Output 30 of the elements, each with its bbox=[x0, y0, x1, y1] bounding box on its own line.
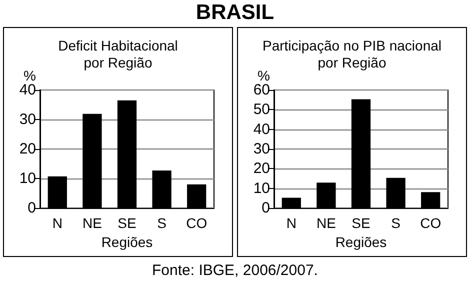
y-tick-label: 0 bbox=[262, 200, 270, 216]
x-axis-title: Regiões bbox=[101, 234, 153, 250]
y-axis-title: % bbox=[24, 68, 36, 84]
x-tick-label: SE bbox=[118, 215, 136, 231]
y-tick-label: 0 bbox=[28, 200, 36, 216]
y-tick-label: 20 bbox=[19, 140, 36, 158]
text: BRASIL bbox=[194, 0, 276, 26]
x-tick-label: S bbox=[391, 215, 400, 231]
x-tick-label: CO bbox=[186, 215, 208, 231]
y-tick-label: 30 bbox=[253, 140, 270, 158]
x-tick-label: S bbox=[157, 215, 166, 231]
x-tick-label: N bbox=[286, 215, 296, 231]
x-tick-label: CO bbox=[420, 215, 442, 231]
x-tick-label: N bbox=[52, 215, 62, 231]
y-tick-label: 40 bbox=[253, 120, 270, 138]
y-tick-label: 50 bbox=[253, 101, 270, 118]
source-note: Fonte: IBGE, 2006/2007. bbox=[151, 261, 319, 281]
y-tick-label: 10 bbox=[253, 180, 270, 197]
y-tick-label: 60 bbox=[253, 82, 270, 98]
y-tick-label: 40 bbox=[19, 82, 36, 98]
x-tick-label: NE bbox=[316, 215, 336, 231]
chart-title: Deficit Habitacional por Região bbox=[58, 38, 178, 70]
y-tick-label: 20 bbox=[253, 160, 270, 178]
x-axis-title: Regiões bbox=[335, 234, 387, 250]
x-tick-label: SE bbox=[352, 215, 370, 231]
x-tick-label: NE bbox=[82, 215, 102, 231]
y-tick-label: 10 bbox=[19, 170, 36, 187]
chart-title: Participação no PIB nacional por Região bbox=[262, 38, 442, 70]
y-tick-label: 30 bbox=[19, 111, 36, 128]
y-axis-title: % bbox=[258, 68, 270, 84]
